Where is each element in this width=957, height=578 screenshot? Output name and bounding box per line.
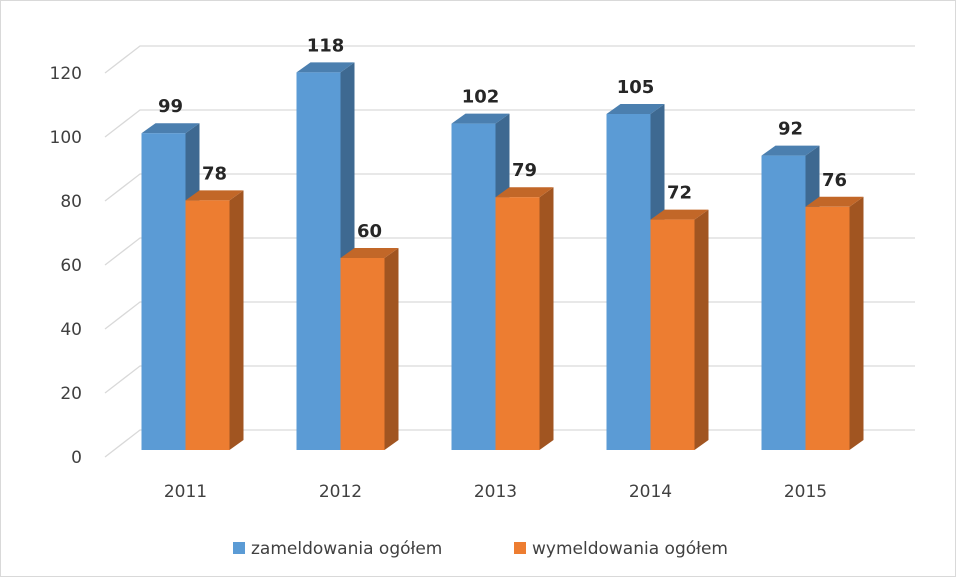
legend-swatch — [514, 542, 526, 554]
y-tick-label: 100 — [50, 128, 82, 148]
bar-top — [340, 248, 399, 258]
y-tick-label: 120 — [50, 64, 82, 84]
bar-side — [229, 190, 244, 450]
data-label: 118 — [307, 35, 345, 56]
x-tick-label: 2015 — [784, 482, 827, 502]
data-label: 102 — [462, 87, 500, 108]
y-tick-label: 0 — [71, 448, 82, 468]
bar — [761, 155, 806, 450]
bar-side — [539, 187, 554, 450]
x-tick-label: 2014 — [629, 482, 672, 502]
data-label: 79 — [512, 160, 537, 181]
bar-top — [451, 113, 510, 124]
bar-top — [185, 190, 244, 201]
bar — [141, 133, 186, 450]
y-tick-label: 20 — [60, 384, 82, 404]
bar-top — [650, 209, 709, 220]
x-tick-label: 2012 — [319, 482, 362, 502]
data-label: 60 — [357, 221, 382, 242]
bar — [296, 72, 341, 451]
data-label: 99 — [158, 96, 183, 117]
bar-side — [694, 209, 709, 450]
bar — [805, 206, 850, 450]
bar-top — [296, 62, 355, 73]
legend-label: zameldowania ogółem — [251, 539, 442, 559]
legend-label: wymeldowania ogółem — [532, 539, 728, 559]
bar-top — [495, 187, 554, 198]
bar-top — [805, 196, 864, 207]
bar-side — [849, 196, 864, 450]
x-tick-label: 2011 — [164, 482, 207, 502]
y-tick-label: 60 — [60, 256, 82, 276]
bar — [495, 197, 540, 450]
bar — [606, 114, 651, 450]
bar — [650, 219, 695, 450]
grid-line — [104, 45, 915, 74]
bar — [185, 200, 230, 450]
bar-top — [761, 145, 820, 156]
bar-side — [384, 248, 399, 450]
bar — [340, 258, 385, 450]
data-label: 78 — [202, 163, 227, 184]
y-tick-label: 80 — [60, 192, 82, 212]
y-tick-label: 40 — [60, 320, 82, 340]
data-label: 105 — [617, 77, 655, 98]
data-label: 92 — [778, 119, 803, 140]
data-label: 76 — [822, 170, 847, 191]
bar-top — [141, 123, 200, 134]
x-tick-label: 2013 — [474, 482, 517, 502]
bar-top — [606, 104, 665, 114]
legend-swatch — [233, 542, 245, 554]
bar — [451, 123, 496, 450]
data-label: 72 — [667, 183, 692, 204]
